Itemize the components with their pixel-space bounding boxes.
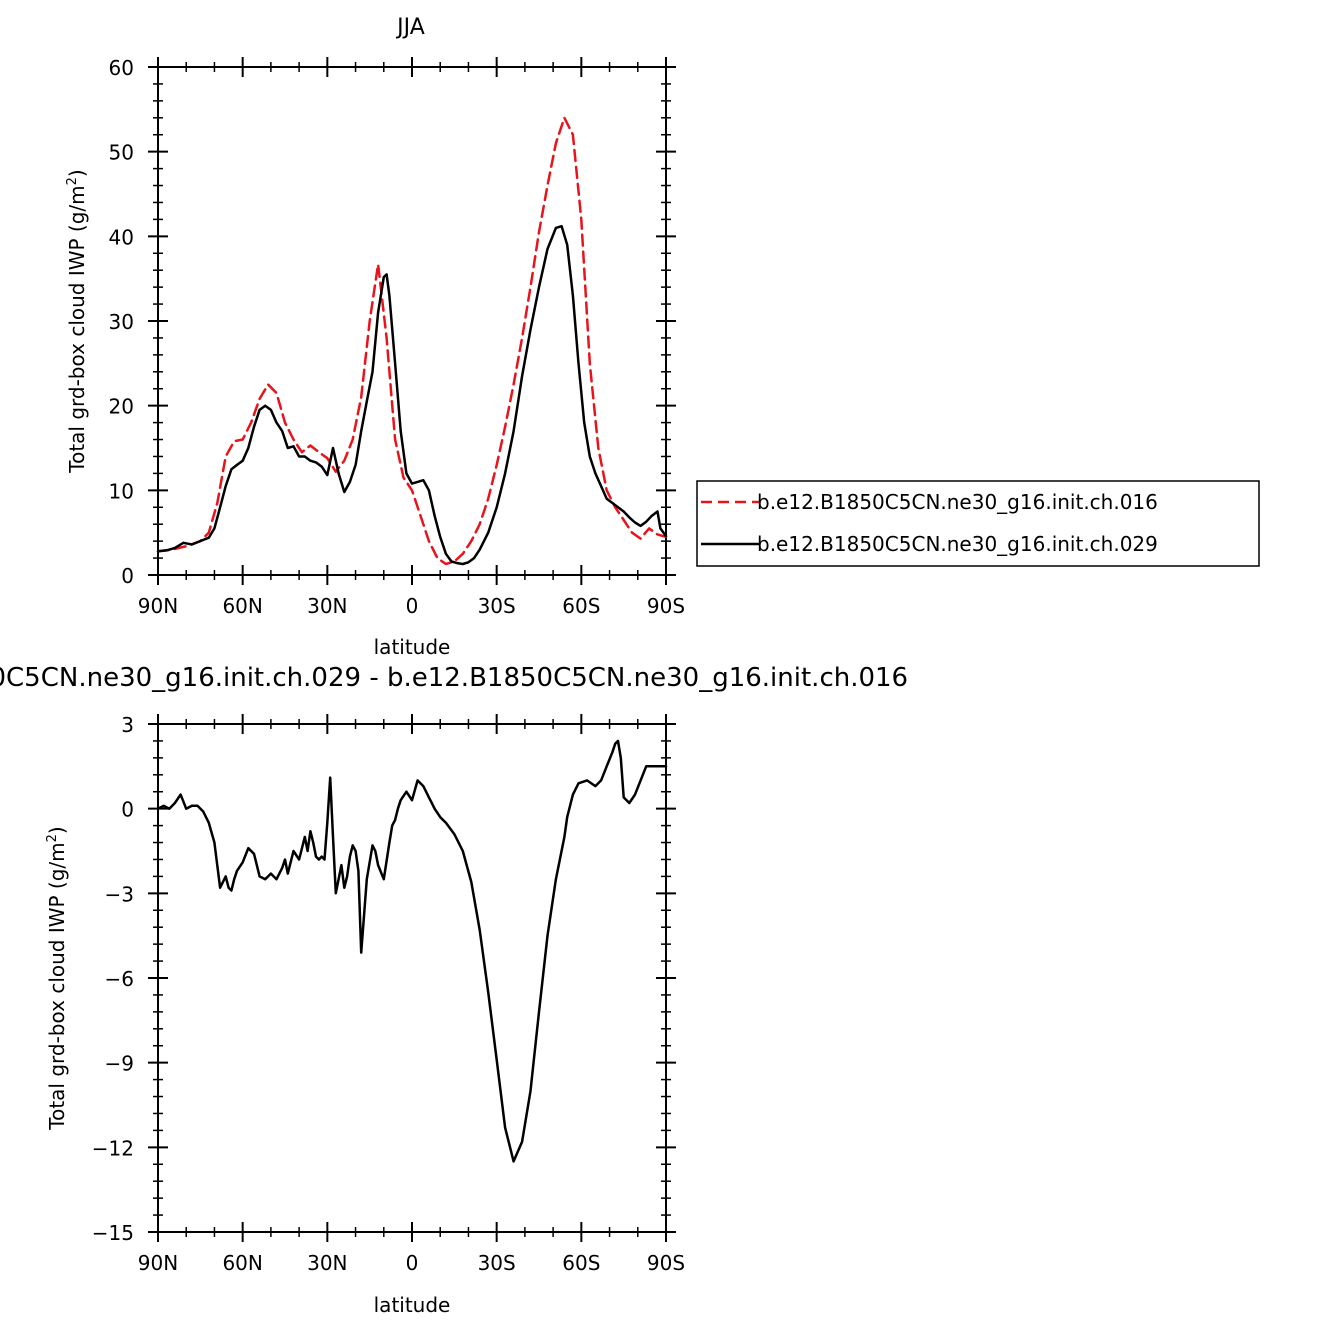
top-y-axis-label-main: Total grd-box cloud IWP (g/m bbox=[65, 185, 89, 473]
legend-box bbox=[696, 480, 1260, 567]
x-tick-label: 30S bbox=[478, 1251, 516, 1275]
x-tick-label: 90N bbox=[138, 594, 178, 618]
bottom-y-axis-label-sup: 2 bbox=[45, 834, 60, 842]
top-panel: JJA 0 10 20 30 40 50 60 90N 60N 30N 0 30S 60S 90S la… bbox=[65, 15, 1260, 659]
series-line-0-0 bbox=[156, 116, 668, 566]
top-plot-frame bbox=[157, 66, 667, 576]
legend: b.e12.B1850C5CN.ne30_g16.init.ch.016 b.e… bbox=[696, 480, 1260, 567]
y-tick-label: −15 bbox=[92, 1221, 134, 1245]
bottom-x-ticks: 90N 60N 30N 0 30S 60S 90S bbox=[138, 714, 685, 1275]
y-tick-label: 10 bbox=[109, 479, 134, 503]
bottom-y-ticks: −15 −12 −9 −6 −3 0 3 bbox=[92, 713, 676, 1245]
top-chart-title: JJA bbox=[395, 15, 425, 40]
bottom-series-group bbox=[156, 739, 668, 1163]
x-tick-label: 0 bbox=[406, 1251, 419, 1275]
y-tick-label: 50 bbox=[109, 141, 134, 165]
x-tick-label: 0 bbox=[406, 594, 419, 618]
top-y-axis-label-end: ) bbox=[65, 169, 89, 177]
x-tick-label: 60N bbox=[222, 1251, 262, 1275]
y-tick-label: −9 bbox=[105, 1052, 134, 1076]
y-tick-label: 3 bbox=[121, 713, 134, 737]
y-tick-label: −12 bbox=[92, 1136, 134, 1160]
y-tick-label: 0 bbox=[121, 798, 134, 822]
x-tick-label: 60N bbox=[222, 594, 262, 618]
series-line-1-0 bbox=[156, 739, 668, 1163]
y-tick-label: −6 bbox=[105, 967, 134, 991]
bottom-x-axis-label: latitude bbox=[374, 1293, 451, 1317]
x-tick-label: 30S bbox=[478, 594, 516, 618]
x-tick-label: 90S bbox=[647, 1251, 685, 1275]
bottom-y-axis-label-main: Total grd-box cloud IWP (g/m bbox=[45, 842, 69, 1130]
top-y-axis-label: Total grd-box cloud IWP (g/m2) bbox=[65, 169, 89, 473]
bottom-chart-title: b.e12.B1850C5CN.ne30_g16.init.ch.029 - b… bbox=[0, 663, 908, 693]
top-x-axis-label: latitude bbox=[374, 635, 451, 659]
x-tick-label: 90S bbox=[647, 594, 685, 618]
bottom-y-axis-label-end: ) bbox=[45, 826, 69, 834]
top-y-axis-label-sup: 2 bbox=[65, 177, 80, 185]
x-tick-label: 30N bbox=[307, 594, 347, 618]
y-tick-label: 20 bbox=[109, 395, 134, 419]
y-tick-label: 0 bbox=[121, 564, 134, 588]
x-tick-label: 30N bbox=[307, 1251, 347, 1275]
bottom-panel: b.e12.B1850C5CN.ne30_g16.init.ch.029 - b… bbox=[0, 663, 908, 1317]
y-tick-label: 40 bbox=[109, 225, 134, 249]
legend-entry-016: b.e12.B1850C5CN.ne30_g16.init.ch.016 bbox=[757, 490, 1158, 514]
top-series-group bbox=[156, 116, 668, 566]
top-y-ticks: 0 10 20 30 40 50 60 bbox=[109, 56, 676, 588]
y-tick-label: 30 bbox=[109, 310, 134, 334]
series-line-0-1 bbox=[156, 224, 668, 566]
x-tick-label: 60S bbox=[562, 1251, 600, 1275]
x-tick-label: 60S bbox=[562, 594, 600, 618]
bottom-y-axis-label: Total grd-box cloud IWP (g/m2) bbox=[45, 826, 69, 1130]
y-tick-label: −3 bbox=[105, 882, 134, 906]
x-tick-label: 90N bbox=[138, 1251, 178, 1275]
top-x-ticks: 90N 60N 30N 0 30S 60S 90S bbox=[138, 57, 685, 618]
y-tick-label: 60 bbox=[109, 56, 134, 80]
legend-entry-029: b.e12.B1850C5CN.ne30_g16.init.ch.029 bbox=[757, 532, 1158, 556]
